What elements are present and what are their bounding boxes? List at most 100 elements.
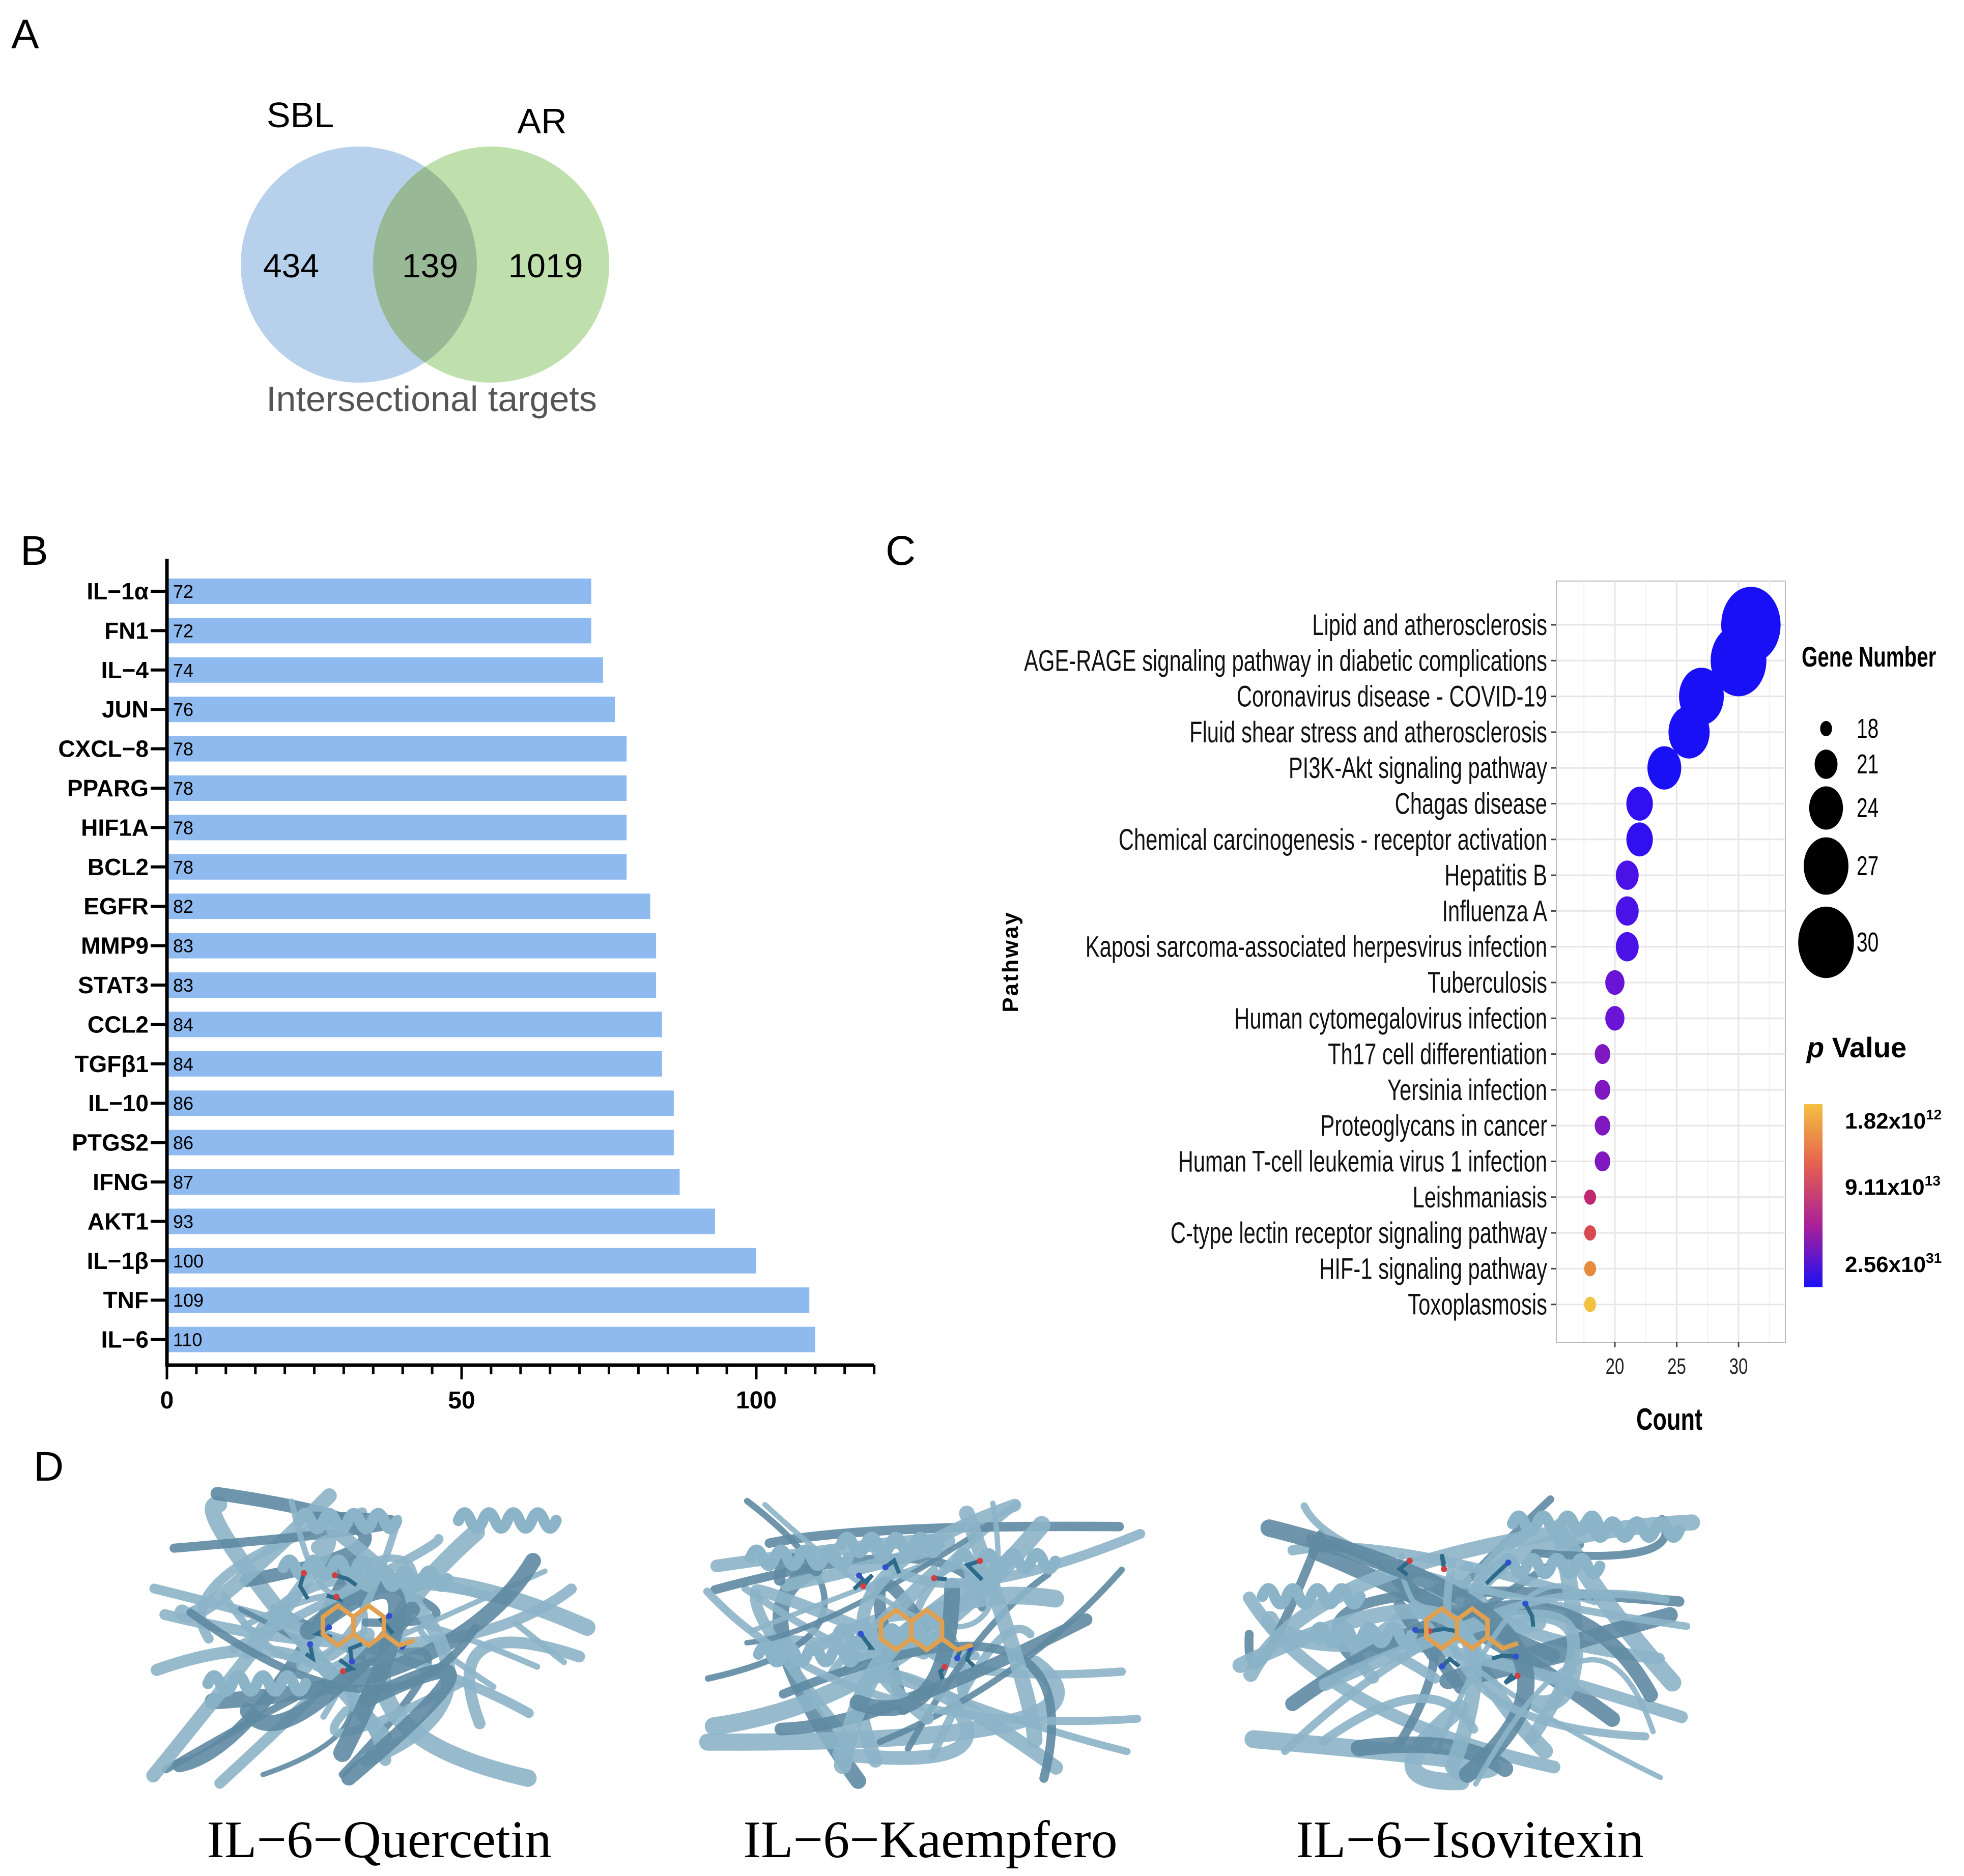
color-legend-base: 2.56x10 [1845,1252,1926,1277]
residue-stick [1439,1553,1446,1570]
color-legend-exponent: 12 [1926,1107,1942,1122]
venn-overlap [373,147,477,383]
category-label: HIF1A [81,814,149,841]
protein-ribbon [703,1588,1142,1725]
residue-atom [954,1655,960,1661]
panel-label-d: D [34,1444,64,1490]
docking-image-3 [1232,1495,1705,1791]
pathway-label: Toxoplasmosis [1408,1288,1547,1321]
color-legend-bar [1804,1104,1823,1287]
docking-image-1 [144,1487,596,1789]
venn-count-sbl-only: 434 [263,247,319,284]
category-label: MMP9 [81,933,149,959]
bar-value-label: 78 [173,778,193,799]
size-legend-bubble [1804,837,1848,895]
color-legend-base: 1.82x10 [1845,1109,1926,1134]
category-label: IFNG [93,1169,149,1195]
venn-label-ar: AR [517,101,566,141]
residue-stick [304,1643,316,1663]
color-legend-label: 2.56x1031 [1845,1250,1942,1277]
residue-stick [1503,1673,1519,1685]
pathway-label: Th17 cell differentiation [1328,1037,1547,1071]
residue-atom [1412,1627,1418,1633]
protein-ribbon [146,1534,336,1783]
venn-count-ar-only: 1019 [508,247,583,284]
size-legend-label: 27 [1857,850,1878,881]
residue-atom [307,1641,314,1648]
residue-atom [858,1631,864,1637]
protein-ribbon [1404,1699,1470,1791]
bar [167,1130,674,1156]
color-legend-label: 1.82x1012 [1845,1107,1942,1134]
pathway-label: Coronavirus disease - COVID-19 [1237,680,1547,713]
category-label: IL−1β [87,1248,149,1274]
bar-value-label: 110 [173,1330,202,1350]
bubble [1595,1080,1610,1100]
size-legend-label: 21 [1857,748,1878,780]
protein-ribbon [856,1498,1021,1725]
pathway-label: Hepatitis B [1444,858,1547,891]
residue-atom [860,1583,866,1590]
protein-ribbon [1350,1736,1514,1777]
residue-stick [1429,1627,1459,1634]
bar-value-label: 82 [173,896,193,917]
bar [167,1208,715,1234]
protein-ribbon [463,1636,585,1729]
residue-atom [1513,1653,1519,1660]
bar [167,657,603,683]
bubble [1584,1296,1597,1312]
residue-stick [348,1642,363,1662]
size-legend-title: Gene Number [1802,642,1936,673]
category-label: JUN [102,696,149,723]
protein-ribbon [1473,1657,1656,1787]
bar-value-label: 83 [173,936,193,957]
residue-atom [301,1570,307,1576]
bar [167,1090,674,1116]
bar [167,736,627,762]
residue-stick [334,1573,358,1587]
bar-value-label: 100 [173,1251,204,1272]
bubble [1668,706,1710,759]
pathway-label: Lipid and atherosclerosis [1312,608,1547,641]
protein-ribbon [867,1528,1146,1589]
residue-stick [859,1573,874,1588]
pathway-label: Yersinia infection [1387,1073,1547,1106]
pathway-label: Fluid shear stress and atherosclerosis [1189,715,1547,748]
color-legend-exponent: 13 [1925,1173,1941,1189]
protein-ribbon [240,1601,420,1731]
bar-value-label: 76 [173,699,193,720]
protein-ribbon [1434,1583,1592,1756]
bar-value-label: 109 [173,1290,204,1311]
x-tick-label: 100 [736,1387,777,1414]
size-legend-bubble [1809,786,1843,830]
category-label: AKT1 [88,1208,149,1234]
category-label: IL−10 [88,1090,149,1116]
protein-ribbon [1443,1561,1649,1741]
protein-helix [1496,1553,1606,1579]
size-legend-bubble [1798,906,1854,978]
panel-label-c: C [886,528,916,574]
x-tick-label: 0 [160,1387,174,1414]
category-label: EGFR [83,893,149,919]
x-tick-label: 20 [1606,1354,1625,1379]
protein-helix [452,1507,562,1534]
category-label: FN1 [104,617,149,644]
protein-helix [1257,1583,1366,1609]
y-axis-title: Pathway [998,911,1023,1013]
pathway-label: Influenza A [1442,894,1547,928]
color-legend-exponent: 31 [1926,1250,1942,1266]
residue-atom [931,1575,937,1581]
category-label: PPARG [67,775,149,801]
pathway-label: Tuberculosis [1428,966,1547,999]
residue-atom [326,1624,332,1631]
category-label: PTGS2 [72,1130,149,1156]
x-tick-label: 30 [1729,1354,1748,1379]
docking-images: IL−6−Quercetin IL−6−Kaempfero IL−6−Isovite… [144,1487,1705,1869]
pathway-label: Chemical carcinogenesis - receptor activ… [1119,823,1547,856]
bar [167,893,650,919]
protein-ribbon [229,1534,444,1654]
docking-label: IL−6−Isovitexin [1296,1810,1643,1869]
bar-value-label: 78 [173,857,193,878]
bar [167,933,657,959]
bubble [1615,896,1639,926]
